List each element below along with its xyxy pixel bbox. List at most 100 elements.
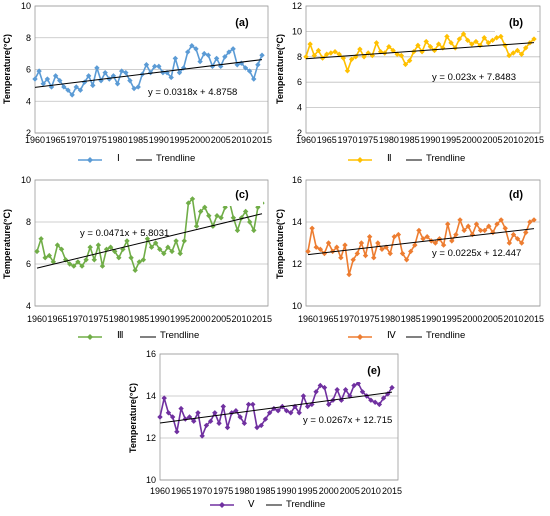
- data-point: [161, 250, 167, 257]
- data-point: [402, 61, 409, 68]
- data-point: [326, 401, 332, 408]
- x-tick-label: 1970: [337, 135, 357, 145]
- data-point: [386, 43, 392, 50]
- y-tick-label: 4: [26, 96, 31, 106]
- data-point: [123, 69, 129, 76]
- legend-trendline-label: Trendline: [286, 499, 325, 510]
- data-point: [65, 87, 71, 93]
- data-point: [481, 227, 488, 234]
- x-tick-label: 2000: [191, 314, 211, 324]
- data-point: [69, 92, 75, 98]
- y-tick-label: 8: [297, 52, 302, 62]
- data-point: [160, 69, 166, 76]
- data-point: [518, 240, 525, 246]
- legend-trendline-label: Trendline: [156, 153, 195, 164]
- y-axis-label: Temperature(°C): [275, 209, 285, 279]
- data-point: [58, 246, 65, 252]
- data-point: [371, 255, 377, 261]
- data-point: [334, 387, 340, 393]
- data-point: [234, 62, 240, 68]
- data-point: [498, 33, 504, 40]
- data-point: [328, 50, 334, 56]
- data-point: [358, 240, 365, 246]
- data-point: [311, 52, 317, 59]
- data-point: [354, 250, 361, 257]
- x-tick-label: 1985: [129, 314, 149, 324]
- data-point: [357, 157, 363, 163]
- data-point: [300, 393, 307, 399]
- x-tick-label: 2015: [382, 486, 402, 496]
- data-point: [87, 244, 93, 250]
- y-tick-label: 8: [26, 217, 31, 227]
- data-point: [212, 410, 218, 416]
- data-point: [40, 81, 46, 87]
- legend-trendline-label: Trendline: [160, 330, 199, 341]
- x-tick-label: 1975: [213, 486, 233, 496]
- data-point: [523, 45, 529, 51]
- data-point: [32, 76, 38, 82]
- data-point: [42, 255, 48, 261]
- data-point: [193, 46, 199, 52]
- plot-area: [305, 5, 541, 134]
- data-point: [416, 227, 422, 234]
- legend-trendline-label: Trendline: [426, 330, 465, 341]
- x-tick-label: 1960: [150, 486, 170, 496]
- data-point: [218, 215, 224, 221]
- data-point: [380, 395, 387, 401]
- data-point: [52, 73, 59, 79]
- data-point: [73, 84, 79, 90]
- x-tick-label: 2015: [252, 135, 272, 145]
- data-point: [242, 208, 249, 215]
- x-tick-label: 1980: [108, 135, 128, 145]
- data-point: [373, 40, 380, 46]
- data-point: [435, 41, 442, 47]
- data-point: [449, 238, 455, 244]
- data-point: [395, 231, 402, 238]
- series-line: [305, 32, 535, 74]
- x-tick-label: 1960: [27, 314, 47, 324]
- data-point: [144, 236, 151, 242]
- data-point: [48, 84, 55, 90]
- chart-panel-e: 10 12 14 16 1960 1965 1970 1975 1980 1985 1990 1995…: [128, 349, 402, 510]
- data-point: [531, 217, 537, 223]
- data-point: [321, 384, 328, 391]
- data-point: [79, 263, 85, 269]
- data-point: [247, 219, 253, 225]
- legend: Ⅰ Trendline: [78, 153, 195, 164]
- data-point: [195, 410, 201, 416]
- data-point: [336, 51, 342, 57]
- data-point: [110, 73, 117, 79]
- data-point: [461, 227, 467, 234]
- trendline: [34, 59, 263, 88]
- x-tick-label: 1960: [296, 135, 316, 145]
- x-tick-label: 2005: [211, 314, 231, 324]
- data-point: [340, 55, 347, 61]
- trendline-equation: y = 0.023x + 7.8483: [432, 72, 516, 83]
- x-tick-label: 2005: [483, 135, 503, 145]
- data-point: [485, 40, 492, 46]
- chart-panel-b: 2 4 6 8 10 12 1960 1965 1970 1975 1980 1985 1990 1995…: [275, 1, 544, 164]
- data-point: [317, 246, 324, 252]
- data-point: [518, 51, 525, 57]
- data-point: [502, 42, 508, 49]
- y-tick-label: 12: [146, 433, 156, 443]
- trendline-equation: y = 0.0267x + 12.715: [303, 415, 392, 426]
- data-point: [411, 49, 417, 55]
- x-tick-label: 2010: [503, 314, 523, 324]
- data-point: [246, 68, 253, 74]
- data-point: [375, 240, 381, 246]
- data-point: [254, 424, 260, 431]
- data-point: [203, 422, 210, 429]
- series-markers: [34, 196, 265, 273]
- y-tick-label: 6: [297, 77, 302, 87]
- data-point: [172, 55, 179, 62]
- y-axis-label: Temperature(°C): [2, 34, 12, 104]
- data-point: [531, 36, 537, 42]
- data-point: [424, 234, 430, 240]
- data-point: [177, 250, 183, 257]
- data-point: [237, 414, 243, 420]
- y-axis-label: Temperature(°C): [128, 383, 138, 453]
- data-point: [490, 229, 496, 236]
- data-point: [165, 244, 171, 250]
